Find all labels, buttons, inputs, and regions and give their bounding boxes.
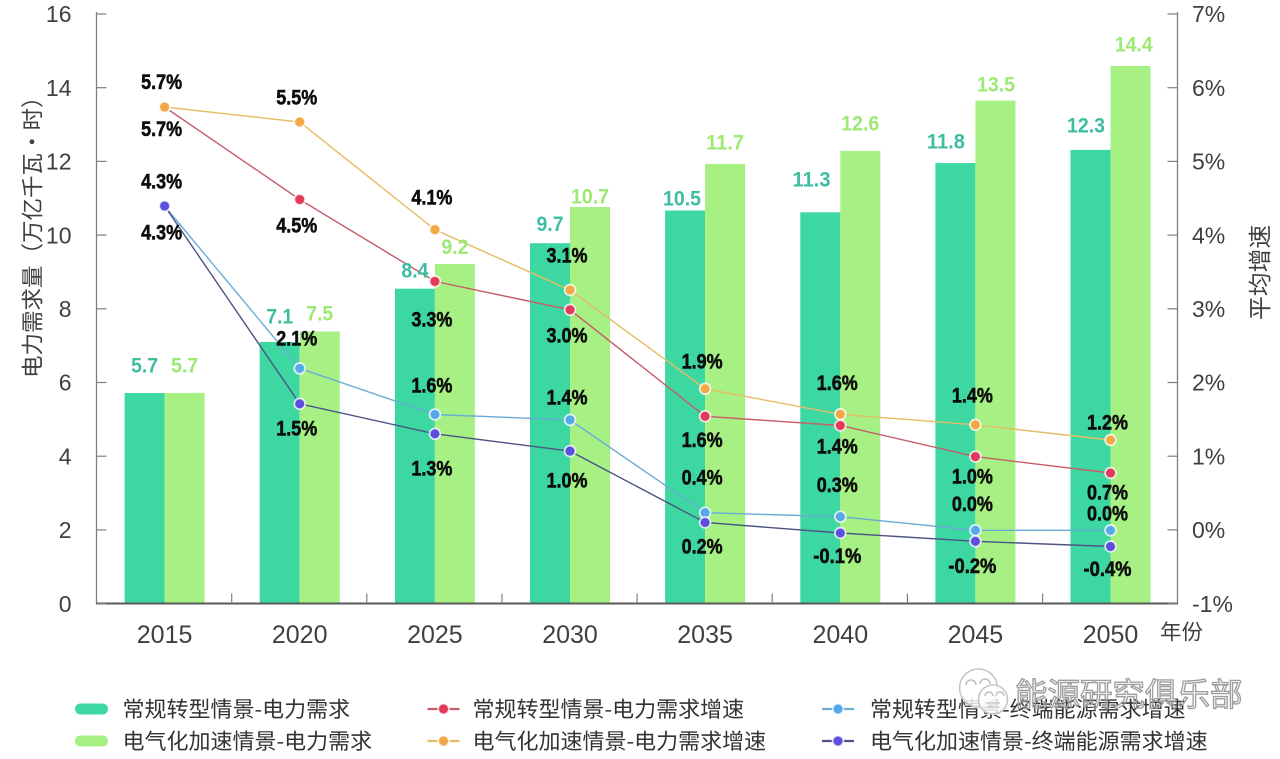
svg-text:2040: 2040 [812,621,868,649]
svg-text:7.5: 7.5 [306,303,333,326]
svg-text:-0.2%: -0.2% [948,554,996,578]
svg-text:2.1%: 2.1% [276,327,317,351]
svg-text:2020: 2020 [272,621,328,649]
svg-text:1.4%: 1.4% [952,384,993,408]
svg-text:1.0%: 1.0% [547,469,588,493]
svg-text:0%: 0% [1192,517,1225,543]
svg-text:7%: 7% [1192,1,1225,27]
svg-text:-0.1%: -0.1% [813,544,861,568]
svg-text:5.7%: 5.7% [141,117,182,141]
svg-text:4: 4 [59,443,72,469]
svg-text:3.0%: 3.0% [547,323,588,347]
svg-text:1.6%: 1.6% [682,428,723,452]
svg-text:0: 0 [59,591,72,617]
svg-text:4.1%: 4.1% [411,186,452,210]
svg-text:5.5%: 5.5% [276,86,317,110]
svg-text:2025: 2025 [407,621,463,649]
svg-text:1.9%: 1.9% [682,350,723,374]
svg-text:9.7: 9.7 [537,213,564,236]
svg-text:3.1%: 3.1% [547,244,588,268]
svg-text:7.1: 7.1 [266,306,293,329]
svg-text:16: 16 [46,1,72,27]
svg-text:1.6%: 1.6% [817,371,858,395]
svg-text:14: 14 [46,75,72,101]
svg-text:2030: 2030 [542,621,598,649]
svg-text:-1%: -1% [1192,591,1233,617]
svg-text:1.4%: 1.4% [817,435,858,459]
svg-text:5.7%: 5.7% [141,70,182,94]
svg-text:10.5: 10.5 [663,188,701,211]
svg-text:11.3: 11.3 [793,169,831,192]
svg-text:9.2: 9.2 [441,236,468,259]
svg-text:6: 6 [59,370,72,396]
svg-text:12: 12 [46,149,72,175]
svg-text:10.7: 10.7 [571,186,609,209]
svg-text:4.5%: 4.5% [276,214,317,238]
svg-text:1.0%: 1.0% [952,464,993,488]
svg-text:4.3%: 4.3% [141,170,182,194]
svg-text:1.6%: 1.6% [411,374,452,398]
svg-text:2050: 2050 [1083,621,1139,649]
svg-text:1%: 1% [1192,443,1225,469]
svg-text:11.8: 11.8 [927,131,965,154]
svg-text:2%: 2% [1192,370,1225,396]
svg-text:6%: 6% [1192,75,1225,101]
svg-text:0.3%: 0.3% [817,473,858,497]
svg-text:3%: 3% [1192,296,1225,322]
svg-text:1.3%: 1.3% [411,457,452,481]
svg-text:5.7: 5.7 [171,355,198,378]
svg-text:1.5%: 1.5% [276,416,317,440]
svg-text:11.7: 11.7 [706,132,744,155]
svg-text:0.0%: 0.0% [1087,502,1128,526]
svg-text:13.5: 13.5 [977,74,1015,97]
svg-text:4%: 4% [1192,222,1225,248]
svg-text:8.4: 8.4 [401,260,428,283]
svg-text:12.3: 12.3 [1067,115,1105,138]
svg-text:5%: 5% [1192,149,1225,175]
svg-text:1.4%: 1.4% [547,385,588,409]
svg-text:1.2%: 1.2% [1087,411,1128,435]
svg-text:12.6: 12.6 [841,113,879,136]
svg-text:0.2%: 0.2% [682,535,723,559]
svg-text:0.0%: 0.0% [952,492,993,516]
svg-text:3.3%: 3.3% [411,308,452,332]
svg-text:10: 10 [46,222,72,248]
svg-text:0.4%: 0.4% [682,465,723,489]
svg-text:2: 2 [59,517,72,543]
svg-text:14.4: 14.4 [1115,34,1153,57]
svg-text:2035: 2035 [677,621,733,649]
svg-text:4.3%: 4.3% [141,220,182,244]
svg-text:2045: 2045 [948,621,1004,649]
svg-text:8: 8 [59,296,72,322]
svg-text:5.7: 5.7 [131,355,158,378]
svg-text:-0.4%: -0.4% [1084,557,1132,581]
svg-text:2015: 2015 [137,621,193,649]
svg-text:0.7%: 0.7% [1087,481,1128,505]
